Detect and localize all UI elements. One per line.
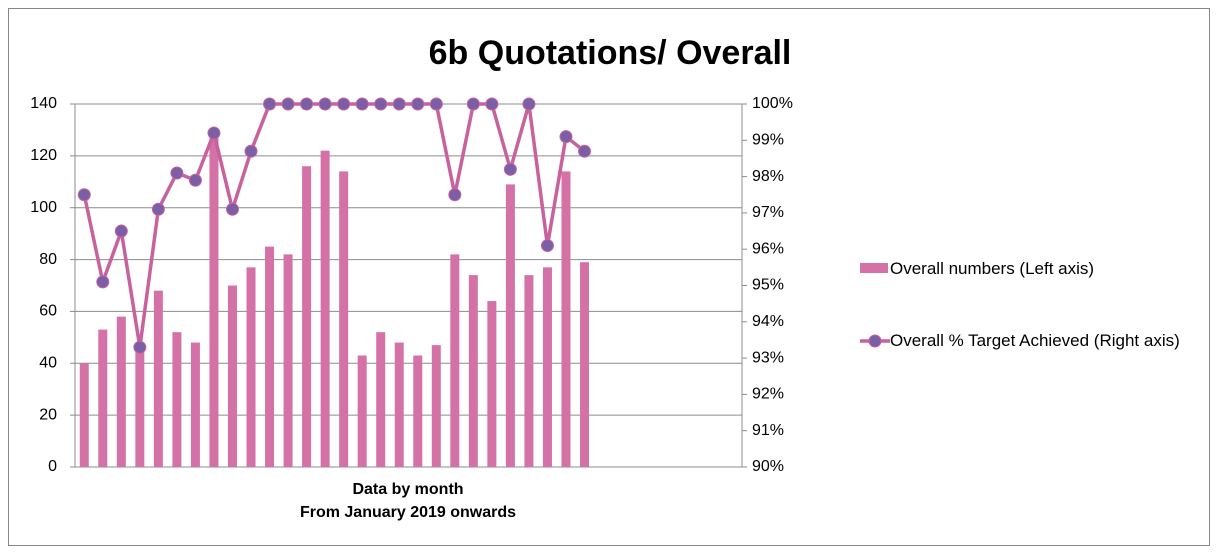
- y2-tick-label: 100%: [752, 95, 793, 112]
- bar: [227, 285, 237, 467]
- line-marker: [578, 144, 592, 158]
- y2-tick-label: 90%: [752, 458, 784, 475]
- line-marker: [503, 162, 517, 176]
- bar: [487, 301, 497, 467]
- legend-swatch: [860, 263, 888, 273]
- y2-tick-label: 92%: [752, 386, 784, 403]
- bar: [79, 363, 89, 467]
- line-marker: [485, 97, 499, 111]
- y2-tick-label: 97%: [752, 204, 784, 221]
- line-marker: [540, 239, 554, 253]
- legend-item: Overall % Target Achieved (Right axis): [860, 330, 1180, 352]
- line-marker: [429, 97, 443, 111]
- y-tick-label: 0: [48, 458, 57, 475]
- y2-tick-label: 96%: [752, 240, 784, 257]
- line-marker: [77, 188, 91, 202]
- bar: [431, 345, 441, 467]
- bar: [505, 184, 515, 467]
- y-tick-label: 20: [39, 406, 57, 423]
- y2-tick-label: 91%: [752, 422, 784, 439]
- y-tick-label: 120: [30, 147, 57, 164]
- bar: [357, 355, 367, 467]
- legend-swatch: [860, 334, 890, 348]
- y-tick-label: 40: [39, 355, 57, 372]
- y2-tick-label: 99%: [752, 132, 784, 149]
- line-marker: [392, 97, 406, 111]
- bar: [320, 150, 330, 467]
- bar: [376, 332, 386, 467]
- bar: [394, 342, 404, 467]
- bar: [339, 171, 349, 467]
- bar: [209, 129, 219, 467]
- line-marker: [96, 275, 110, 289]
- bar: [413, 355, 423, 467]
- y2-tick-label: 98%: [752, 168, 784, 185]
- y-tick-label: 140: [30, 95, 57, 112]
- bar: [172, 332, 182, 467]
- line-marker: [411, 97, 425, 111]
- line-marker: [133, 340, 147, 354]
- y-tick-label: 80: [39, 251, 57, 268]
- line-marker: [188, 173, 202, 187]
- line: [82, 102, 586, 348]
- bar: [190, 342, 200, 467]
- line-marker: [559, 130, 573, 144]
- line-marker: [448, 188, 462, 202]
- y-tick-label: 60: [39, 303, 57, 320]
- bar: [524, 275, 534, 467]
- chart-border: [8, 8, 1210, 546]
- line-marker: [355, 97, 369, 111]
- bar: [153, 290, 163, 467]
- line-marker: [300, 97, 314, 111]
- bar: [561, 171, 571, 467]
- bar: [265, 246, 275, 467]
- x-axis-label: Data by month: [352, 481, 463, 498]
- line-marker: [318, 97, 332, 111]
- bar: [116, 316, 126, 467]
- line-marker: [225, 202, 239, 216]
- bar: [135, 345, 145, 467]
- line-marker: [151, 202, 165, 216]
- y2-tick-label: 95%: [752, 277, 784, 294]
- line-marker: [281, 97, 295, 111]
- bar: [450, 254, 460, 467]
- bar: [98, 329, 108, 467]
- bar: [468, 275, 478, 467]
- legend-label: Overall % Target Achieved (Right axis): [890, 331, 1180, 350]
- bar: [542, 267, 552, 467]
- bar: [580, 262, 590, 467]
- line-marker: [263, 97, 277, 111]
- bar: [302, 166, 312, 467]
- x-axis-label: From January 2019 onwards: [300, 504, 516, 521]
- bar: [246, 267, 256, 467]
- y-tick-label: 100: [30, 199, 57, 216]
- line-marker: [522, 97, 536, 111]
- line-marker: [337, 97, 351, 111]
- line-marker: [244, 144, 258, 158]
- legend-item: Overall numbers (Left axis): [860, 258, 1094, 280]
- line-marker: [374, 97, 388, 111]
- line-marker: [170, 166, 184, 180]
- bar: [283, 254, 293, 467]
- line-marker: [207, 126, 221, 140]
- line-marker: [114, 224, 128, 238]
- legend-label: Overall numbers (Left axis): [890, 259, 1095, 278]
- chart-title: 6b Quotations/ Overall: [429, 34, 792, 72]
- line-marker: [466, 97, 480, 111]
- y2-tick-label: 93%: [752, 349, 784, 366]
- y2-tick-label: 94%: [752, 313, 784, 330]
